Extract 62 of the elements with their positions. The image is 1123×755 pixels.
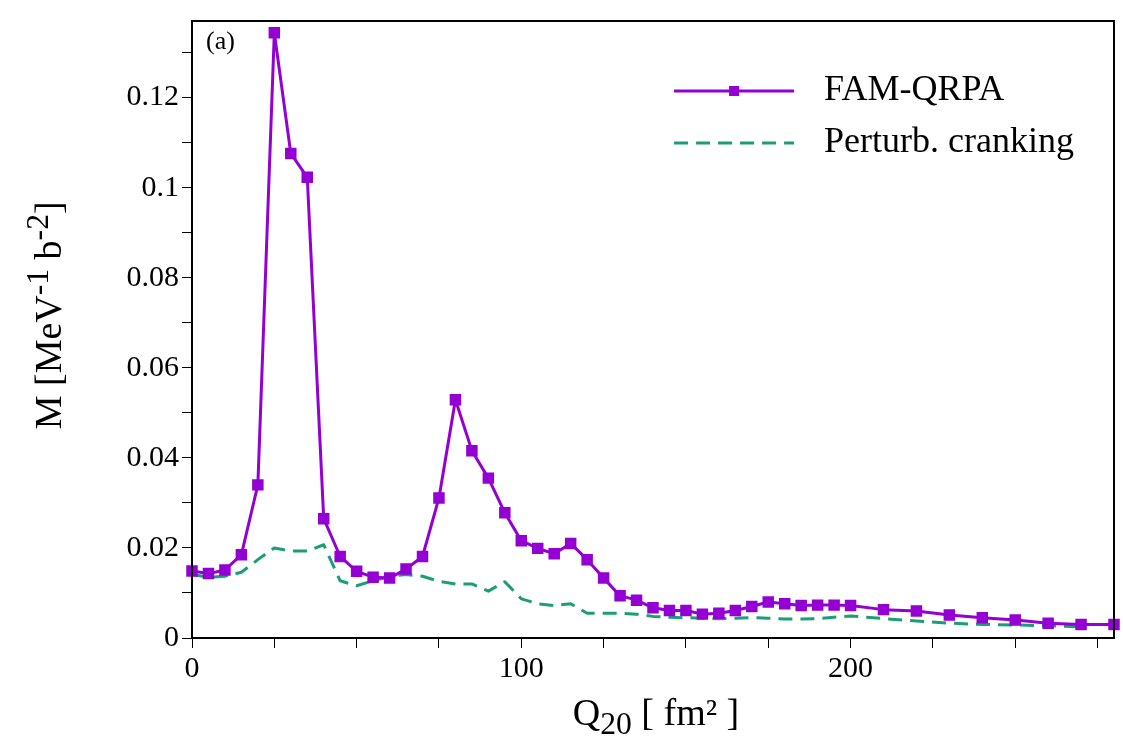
- point: [844, 599, 857, 612]
- y-tick-label: 0.08: [126, 258, 179, 292]
- point: [548, 548, 560, 560]
- y-tick-label: 0.1: [141, 168, 179, 202]
- point: [581, 553, 593, 566]
- point: [762, 596, 774, 608]
- point: [943, 609, 956, 621]
- point: [515, 534, 528, 547]
- point: [877, 603, 890, 616]
- point: [350, 565, 363, 578]
- y-tick-label: 0.06: [126, 348, 179, 382]
- x-tick-label: 100: [498, 649, 544, 683]
- x-axis-title: Q$_{20}$ [ fm² ]: [571, 690, 741, 742]
- legend-label: FAM-QRPA: [824, 68, 1005, 109]
- point: [630, 594, 643, 606]
- point: [433, 492, 445, 504]
- x-tick-label: 0: [184, 649, 200, 683]
- point: [614, 589, 626, 602]
- y-tick-label: 0.12: [126, 78, 179, 112]
- point: [466, 444, 478, 457]
- point: [285, 147, 297, 160]
- point: [219, 564, 231, 576]
- point: [976, 611, 989, 624]
- y-tick-label: 0: [164, 618, 179, 652]
- point: [449, 394, 462, 406]
- point: [778, 598, 791, 610]
- point: [301, 171, 313, 184]
- point: [235, 548, 248, 561]
- x-tick-label: 200: [828, 649, 874, 683]
- point: [729, 604, 742, 617]
- point: [1042, 617, 1054, 629]
- point: [202, 567, 215, 580]
- point: [647, 602, 659, 614]
- y-tick-label: 0.04: [126, 438, 179, 472]
- point: [317, 512, 330, 525]
- point: [400, 563, 412, 575]
- point: [910, 605, 923, 617]
- point: [499, 507, 511, 519]
- y-tick-label: 0.02: [126, 528, 179, 562]
- point: [680, 604, 692, 617]
- point: [1075, 618, 1087, 631]
- point: [268, 26, 281, 39]
- point: [564, 537, 577, 550]
- point: [696, 608, 709, 620]
- point: [383, 572, 396, 584]
- point: [252, 479, 264, 491]
- point: [795, 599, 807, 612]
- point: [811, 599, 824, 611]
- point: [532, 542, 544, 555]
- point: [746, 600, 758, 613]
- point: [663, 604, 676, 617]
- point: [482, 472, 495, 484]
- point: [186, 565, 198, 577]
- point: [713, 607, 725, 619]
- point: [597, 572, 610, 584]
- annotation: (a): [206, 25, 235, 55]
- point: [334, 550, 346, 563]
- point: [828, 599, 840, 611]
- point: [367, 571, 379, 583]
- point: [416, 550, 429, 563]
- legend-label: Perturb. cranking: [824, 120, 1075, 161]
- point: [1009, 614, 1021, 626]
